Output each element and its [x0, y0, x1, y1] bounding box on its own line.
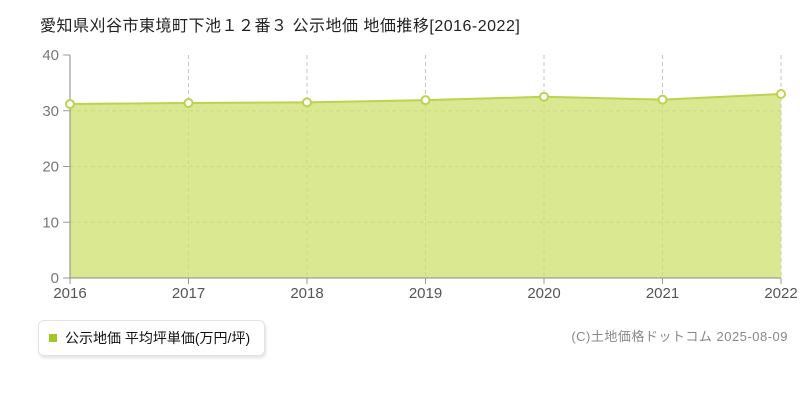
data-point: [65, 99, 75, 110]
y-tick-label: 40: [42, 47, 59, 64]
data-point: [657, 94, 668, 105]
data-point: [539, 91, 549, 102]
area-fill: [70, 94, 781, 279]
legend-label: 公示地価 平均坪単価(万円/坪): [65, 330, 251, 346]
page-title: 愛知県刈谷市東境町下池１２番３ 公示地価 地価推移[2016-2022]: [40, 18, 521, 35]
y-tick-label: 30: [42, 103, 59, 120]
data-point: [302, 97, 312, 108]
x-tick-label: 2019: [409, 285, 442, 302]
data-point: [420, 95, 431, 106]
y-tick-label: 0: [51, 270, 59, 287]
x-tick-label: 2017: [172, 285, 205, 302]
legend-marker-square: [49, 334, 57, 342]
y-tick-label: 10: [42, 214, 59, 231]
data-point: [776, 89, 786, 100]
legend: 公示地価 平均坪単価(万円/坪): [38, 320, 266, 356]
y-tick-label: 20: [42, 159, 59, 176]
x-tick-label: 2016: [53, 285, 86, 302]
data-point: [183, 97, 194, 108]
x-tick-label: 2022: [764, 285, 797, 302]
copyright-text: (C)土地価格ドットコム 2025-08-09: [571, 329, 788, 344]
x-tick-label: 2018: [290, 285, 323, 302]
x-tick-label: 2021: [646, 285, 679, 302]
x-tick-label: 2020: [527, 285, 560, 302]
